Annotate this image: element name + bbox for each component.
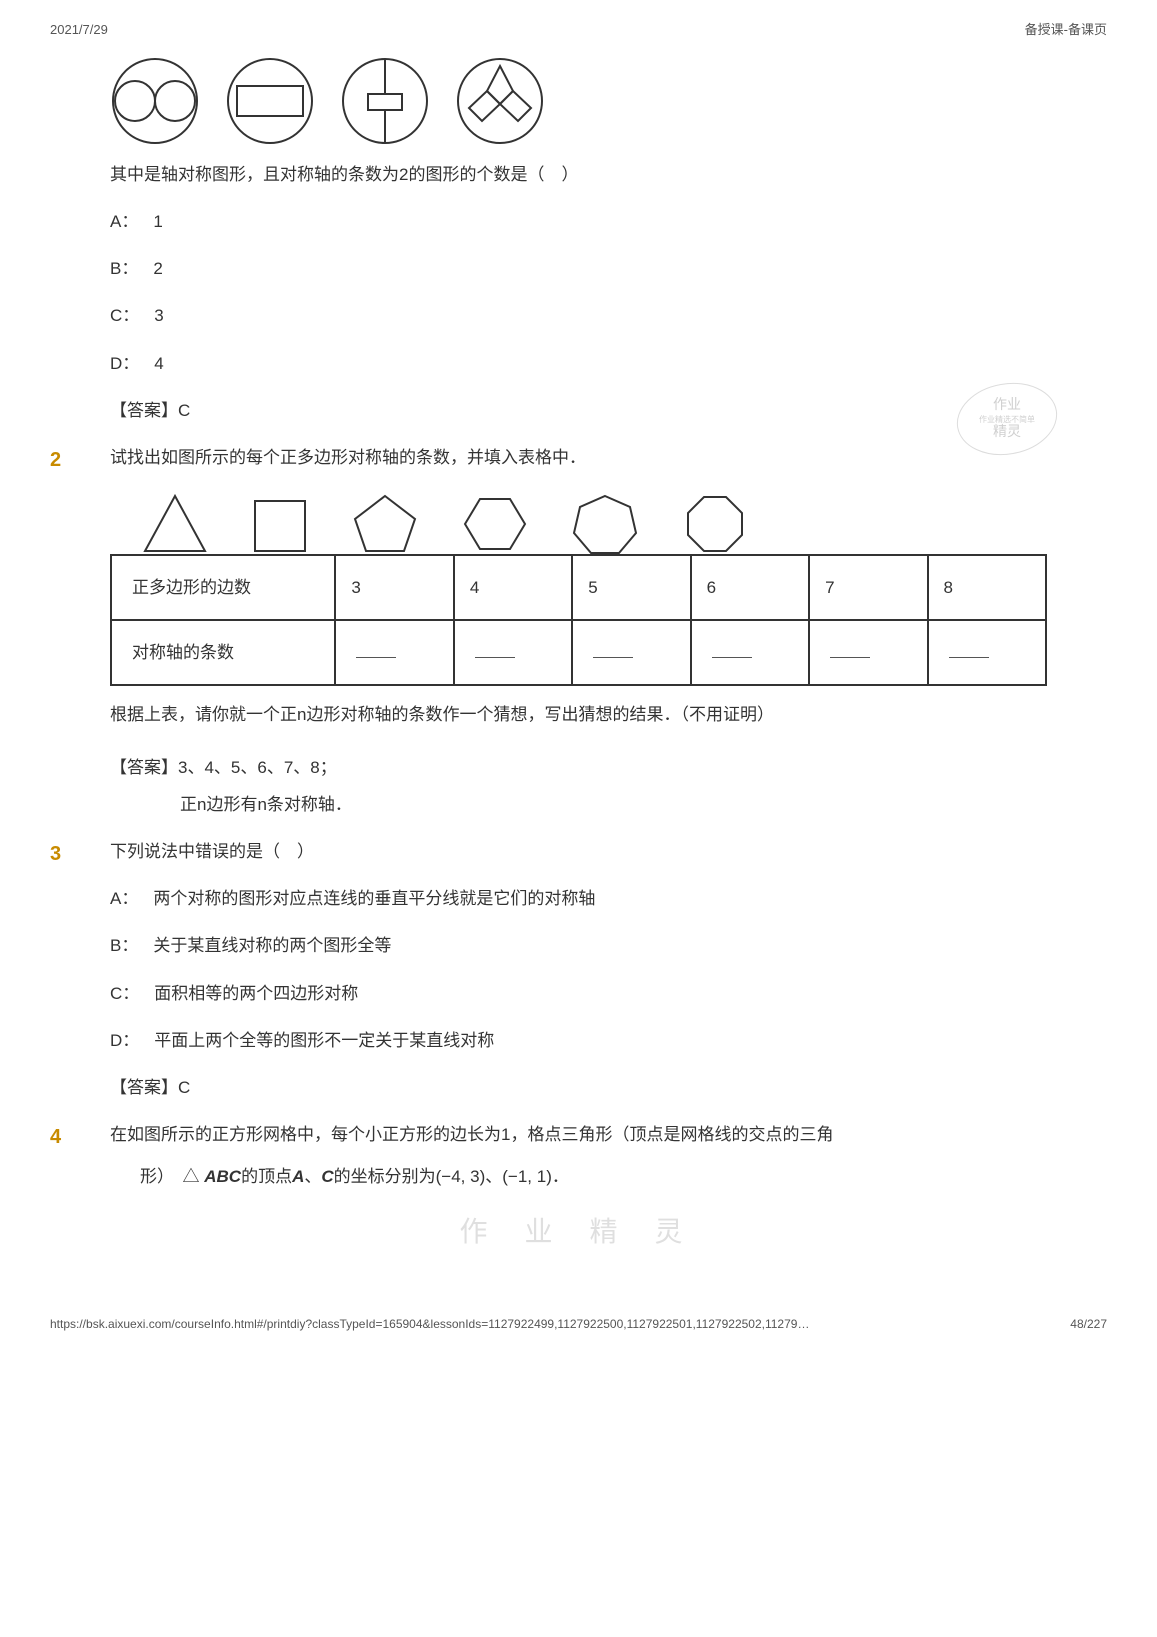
q3-number: 3 [50, 838, 61, 870]
polygon-4 [250, 491, 310, 556]
q1-option-b: B：2 [110, 255, 1047, 282]
q2-text: 试找出如图所示的每个正多边形对称轴的条数，并填入表格中． [110, 444, 1047, 471]
q3-answer: 【答案】C [110, 1074, 1047, 1101]
header-date: 2021/7/29 [50, 20, 108, 41]
shape-circle-rect [225, 56, 315, 146]
q4-number: 4 [50, 1121, 61, 1153]
shape-circle-three-diamonds [455, 56, 545, 146]
shape-circle-two-circles [110, 56, 200, 146]
q3-option-b: B：关于某直线对称的两个图形全等 [110, 932, 1047, 959]
svg-text:精灵: 精灵 [993, 424, 1021, 440]
svg-text:作业: 作业 [993, 397, 1021, 413]
watermark-bottom: 作 业 精 灵 [110, 1211, 1047, 1256]
q2-followup: 根据上表，请你就一个正n边形对称轴的条数作一个猜想，写出猜想的结果．（不用证明） [110, 701, 1047, 728]
footer-url: https://bsk.aixuexi.com/courseInfo.html#… [50, 1315, 809, 1334]
polygon-8 [680, 491, 750, 556]
table-row1-label: 正多边形的边数 [111, 555, 335, 620]
q1-option-c: C：3 [110, 302, 1047, 329]
q3-option-a: A：两个对称的图形对应点连线的垂直平分线就是它们的对称轴 [110, 885, 1047, 912]
polygon-6 [460, 491, 530, 556]
q2-answer: 【答案】3、4、5、6、7、8； [110, 754, 1047, 781]
q4-text: 在如图所示的正方形网格中，每个小正方形的边长为1，格点三角形（顶点是网格线的交点… [110, 1121, 1047, 1148]
q1-text: 其中是轴对称图形，且对称轴的条数为2的图形的个数是（ ） [110, 161, 1047, 188]
header-title: 备授课-备课页 [1025, 20, 1107, 41]
footer-page: 48/227 [1070, 1315, 1107, 1334]
q3-option-d: D：平面上两个全等的图形不一定关于某直线对称 [110, 1027, 1047, 1054]
shape-circle-cross-rect [340, 56, 430, 146]
q2-number: 2 [50, 444, 61, 476]
q3-option-c: C：面积相等的两个四边形对称 [110, 980, 1047, 1007]
polygon-7 [570, 491, 640, 556]
polygon-5 [350, 491, 420, 556]
q2-table: 正多边形的边数 3 4 5 6 7 8 对称轴的条数 [110, 554, 1047, 686]
q4-text-sub: 形） △ ABC的顶点A、C的坐标分别为(−4, 3)、(−1, 1)． [110, 1163, 1047, 1190]
table-row2-label: 对称轴的条数 [111, 620, 335, 685]
q3-text: 下列说法中错误的是（ ） [110, 838, 1047, 865]
q1-answer: 【答案】C [110, 397, 1047, 424]
badge-watermark: 作业 作业精选不简单 精灵 [947, 374, 1067, 464]
polygon-3 [140, 491, 210, 556]
svg-text:作业精选不简单: 作业精选不简单 [979, 414, 1035, 424]
q2-answer-sub: 正n边形有n条对称轴． [180, 791, 1047, 818]
q1-option-a: A：1 [110, 208, 1047, 235]
polygon-shapes [110, 491, 1047, 556]
q1-shapes [110, 56, 1047, 146]
q1-option-d: D：4 [110, 350, 1047, 377]
